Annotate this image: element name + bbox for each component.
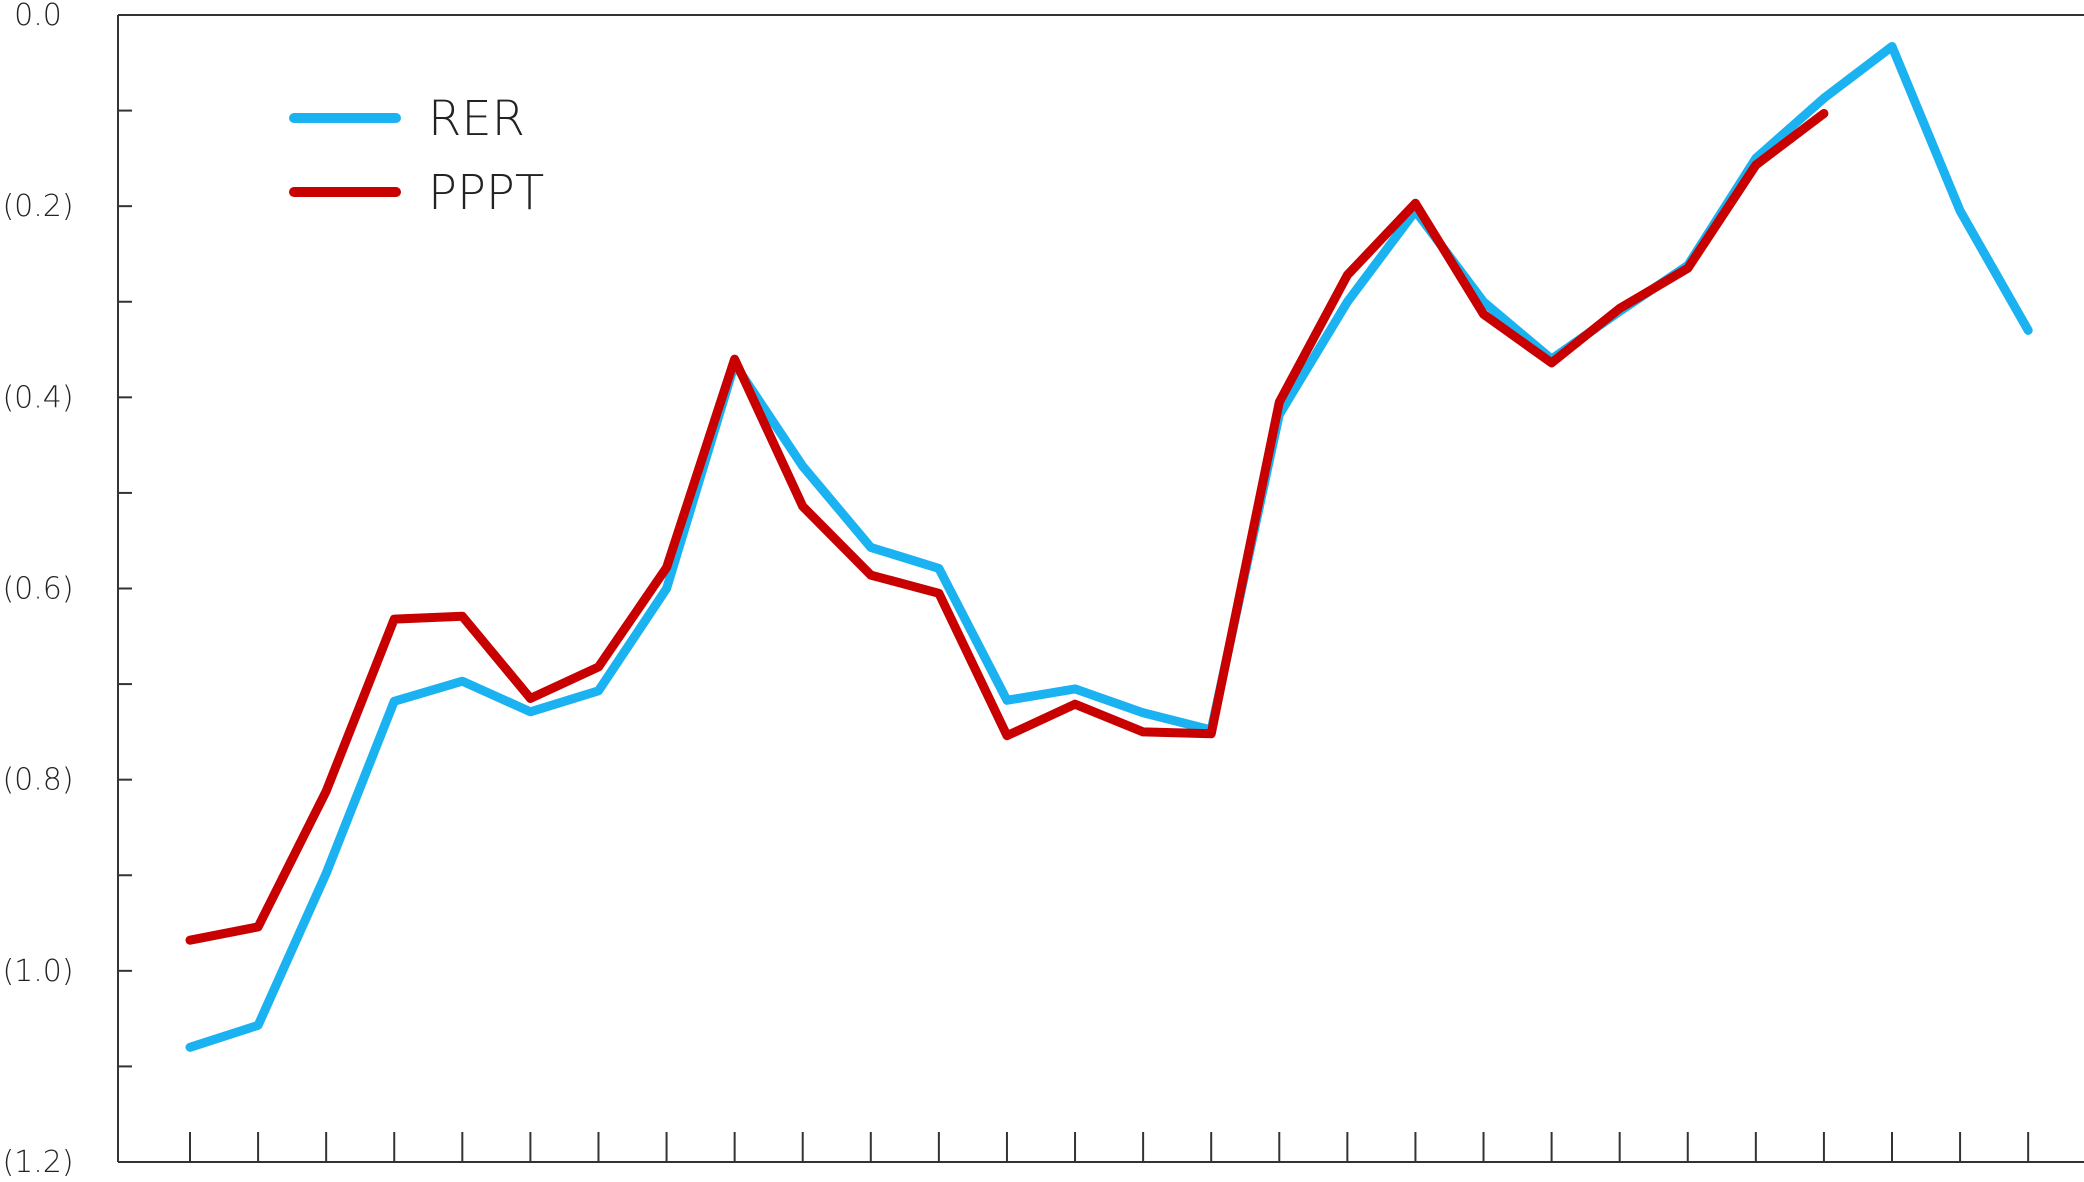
y-tick-label: (0.6): [2, 572, 73, 607]
y-tick-label: (0.4): [2, 380, 73, 415]
y-tick-label: (0.8): [2, 763, 73, 798]
y-tick-label: (0.2): [2, 189, 73, 224]
x-axis: [118, 1132, 2084, 1163]
y-tick-label: (1.0): [2, 954, 73, 989]
legend: RER PPPT: [289, 91, 544, 221]
series-lines: [185, 42, 2033, 1052]
legend-label-rer: RER: [428, 91, 525, 147]
series-line-pppt: [185, 109, 1829, 945]
y-tick-label: (1.2): [2, 1145, 73, 1180]
y-tick-label: 0.0: [14, 0, 62, 33]
legend-label-pppt: PPPT: [428, 165, 544, 221]
